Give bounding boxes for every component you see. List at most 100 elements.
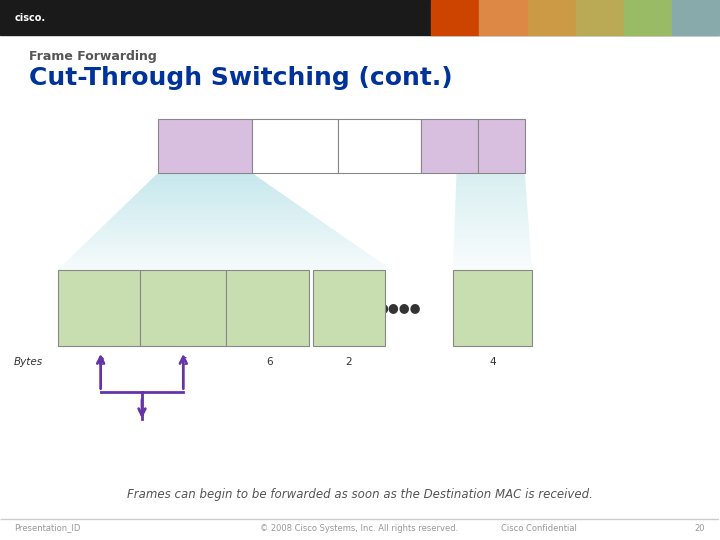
Bar — [528, 0, 576, 35]
Bar — [480, 0, 528, 35]
Text: Frames can begin to be forwarded as soon as the Destination MAC is received.: Frames can begin to be forwarded as soon… — [127, 488, 593, 501]
Polygon shape — [65, 260, 382, 263]
Polygon shape — [90, 236, 346, 239]
Polygon shape — [454, 233, 529, 236]
Polygon shape — [454, 243, 530, 246]
Polygon shape — [455, 214, 528, 217]
Text: FCS
Checksum
(CRC): FCS Checksum (CRC) — [467, 291, 518, 325]
Polygon shape — [143, 185, 273, 187]
FancyBboxPatch shape — [140, 270, 227, 346]
Polygon shape — [454, 251, 531, 253]
Polygon shape — [456, 197, 527, 199]
Polygon shape — [454, 226, 529, 229]
Polygon shape — [73, 253, 371, 255]
Text: Presentation_ID: Presentation_ID — [14, 524, 81, 532]
Polygon shape — [125, 202, 297, 204]
Polygon shape — [60, 265, 388, 268]
Text: Network
Header: Network Header — [274, 135, 315, 157]
Polygon shape — [453, 268, 532, 270]
Polygon shape — [454, 258, 531, 260]
Polygon shape — [140, 187, 276, 190]
Polygon shape — [454, 221, 528, 224]
Polygon shape — [130, 197, 290, 199]
Polygon shape — [456, 187, 526, 190]
Polygon shape — [456, 175, 525, 178]
Text: Cut-Through Switching (cont.): Cut-Through Switching (cont.) — [29, 66, 452, 90]
Polygon shape — [93, 233, 343, 236]
Polygon shape — [110, 217, 318, 219]
Polygon shape — [103, 224, 329, 226]
Polygon shape — [63, 263, 384, 265]
Polygon shape — [75, 251, 367, 253]
Polygon shape — [456, 173, 525, 175]
Text: Source MAC
Address: Source MAC Address — [238, 297, 297, 319]
Polygon shape — [98, 229, 336, 231]
Text: cisco.: cisco. — [14, 13, 45, 23]
Text: Bytes: Bytes — [14, 357, 43, 367]
Text: Destination
MAC
Address: Destination MAC Address — [155, 291, 212, 325]
Text: Cisco Confidential: Cisco Confidential — [501, 524, 577, 532]
Polygon shape — [70, 255, 374, 258]
Polygon shape — [455, 209, 528, 212]
Polygon shape — [148, 180, 266, 183]
Polygon shape — [454, 253, 531, 255]
Polygon shape — [456, 190, 526, 192]
Bar — [672, 0, 720, 35]
FancyBboxPatch shape — [251, 119, 338, 173]
Text: ●●●●: ●●●● — [377, 301, 420, 314]
Polygon shape — [455, 207, 528, 209]
Text: 8: 8 — [97, 357, 104, 367]
Polygon shape — [456, 199, 527, 202]
Text: 6: 6 — [266, 357, 273, 367]
Polygon shape — [453, 260, 531, 263]
Polygon shape — [145, 183, 269, 185]
Polygon shape — [454, 241, 530, 243]
Polygon shape — [78, 248, 364, 251]
Polygon shape — [455, 204, 527, 207]
Polygon shape — [118, 209, 307, 212]
FancyBboxPatch shape — [453, 270, 532, 346]
FancyBboxPatch shape — [227, 270, 309, 346]
Polygon shape — [456, 194, 526, 197]
Polygon shape — [80, 246, 360, 248]
Text: © 2008 Cisco Systems, Inc. All rights reserved.: © 2008 Cisco Systems, Inc. All rights re… — [261, 524, 459, 532]
Polygon shape — [83, 243, 356, 246]
FancyBboxPatch shape — [58, 270, 140, 346]
Polygon shape — [88, 239, 350, 241]
Text: 6: 6 — [180, 357, 186, 367]
Text: Transport
Header: Transport Header — [356, 135, 402, 157]
Text: 2: 2 — [346, 357, 352, 367]
Polygon shape — [115, 212, 311, 214]
Polygon shape — [150, 178, 262, 180]
Polygon shape — [68, 258, 378, 260]
Polygon shape — [128, 199, 294, 202]
Text: 4: 4 — [489, 357, 496, 367]
Polygon shape — [123, 204, 301, 207]
Polygon shape — [454, 231, 529, 233]
Polygon shape — [456, 180, 526, 183]
Polygon shape — [456, 192, 526, 194]
Polygon shape — [113, 214, 315, 217]
FancyBboxPatch shape — [420, 119, 478, 173]
Polygon shape — [108, 219, 322, 221]
Polygon shape — [455, 219, 528, 221]
Polygon shape — [456, 183, 526, 185]
FancyBboxPatch shape — [338, 119, 420, 173]
Polygon shape — [454, 255, 531, 258]
Text: Frame Forwarding: Frame Forwarding — [29, 50, 156, 63]
Polygon shape — [454, 239, 530, 241]
Polygon shape — [454, 224, 528, 226]
FancyBboxPatch shape — [158, 119, 251, 173]
Polygon shape — [454, 246, 531, 248]
FancyBboxPatch shape — [478, 119, 525, 173]
Text: Frame
Header: Frame Header — [187, 135, 222, 157]
Polygon shape — [135, 192, 283, 194]
Bar — [0, 0, 719, 35]
Polygon shape — [133, 194, 287, 197]
Polygon shape — [105, 221, 325, 224]
Polygon shape — [453, 263, 531, 265]
Polygon shape — [454, 248, 531, 251]
Polygon shape — [455, 202, 527, 204]
Bar — [431, 0, 480, 35]
Text: Data: Data — [438, 141, 461, 151]
